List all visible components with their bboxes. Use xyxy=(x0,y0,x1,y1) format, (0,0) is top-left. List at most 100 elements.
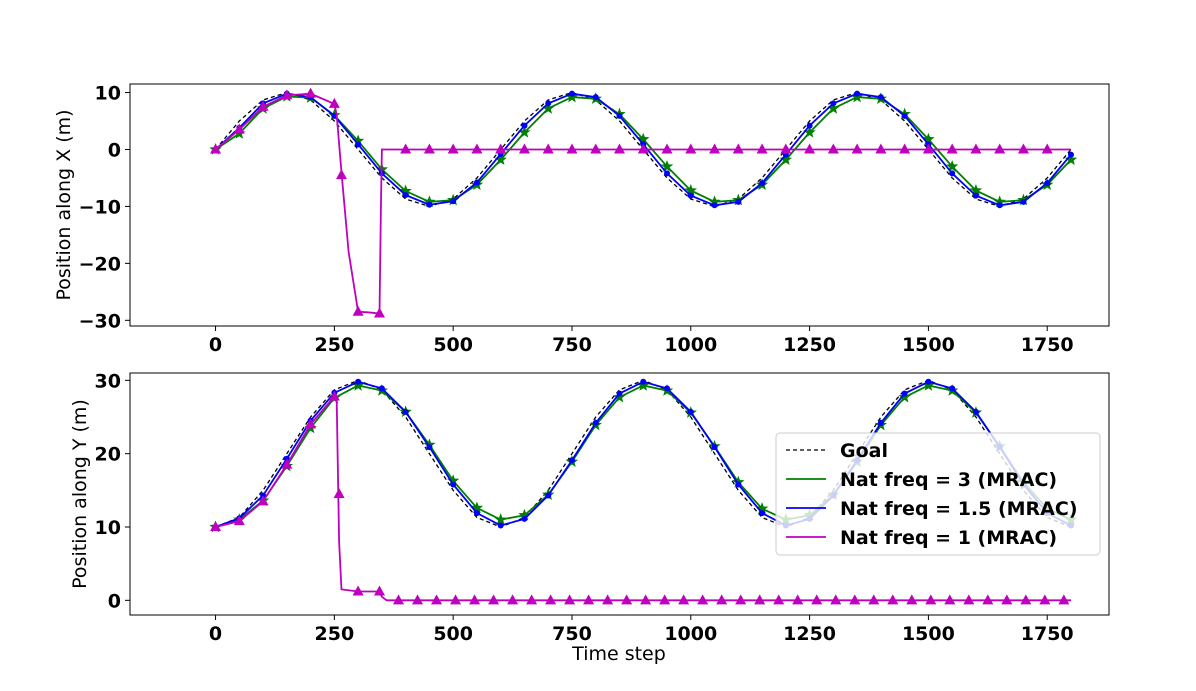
data-point xyxy=(659,594,671,605)
data-point xyxy=(792,594,804,605)
plot-frame xyxy=(129,83,1110,327)
x-tick-label: 0 xyxy=(209,334,222,356)
data-point xyxy=(614,143,625,154)
data-point xyxy=(233,515,245,526)
data-point xyxy=(542,143,554,154)
data-point xyxy=(1067,151,1074,158)
data-point xyxy=(450,198,457,205)
data-point xyxy=(803,125,816,138)
data-point xyxy=(804,143,816,154)
data-point xyxy=(602,594,614,605)
data-point xyxy=(994,143,1006,154)
data-point xyxy=(412,594,424,605)
data-point xyxy=(450,481,457,488)
data-point xyxy=(993,195,1006,208)
y-tick-label: 0 xyxy=(108,590,121,612)
data-point xyxy=(1017,143,1029,154)
data-point xyxy=(661,143,673,154)
data-point xyxy=(374,585,386,596)
data-point xyxy=(637,132,650,145)
data-point xyxy=(233,123,245,134)
data-point xyxy=(972,192,979,199)
data-point xyxy=(868,594,880,605)
data-point xyxy=(564,594,576,605)
legend-entry-label: Goal xyxy=(840,440,888,462)
data-point xyxy=(711,444,718,451)
data-point xyxy=(1044,180,1051,187)
data-point xyxy=(518,143,530,154)
x-tick-label: 1500 xyxy=(902,334,955,356)
data-point xyxy=(685,143,697,154)
data-point xyxy=(901,390,908,397)
x-tick-label: 250 xyxy=(315,334,355,356)
data-point xyxy=(521,515,528,522)
y-tick-label: −20 xyxy=(79,253,121,275)
data-point xyxy=(697,594,709,605)
data-point xyxy=(355,141,362,148)
data-point xyxy=(426,444,433,451)
data-point xyxy=(982,594,994,605)
data-point xyxy=(875,143,887,154)
data-point xyxy=(374,307,386,318)
data-point xyxy=(447,143,459,154)
y-tick-label: 20 xyxy=(95,444,121,466)
data-point xyxy=(755,502,769,514)
data-point xyxy=(664,385,671,392)
y-tick-label: −30 xyxy=(79,310,121,332)
data-point xyxy=(945,160,959,172)
data-point xyxy=(592,419,599,426)
data-point xyxy=(352,585,364,596)
data-point xyxy=(545,492,552,499)
legend-entry-label: Nat freq = 1 (MRAC) xyxy=(840,527,1057,549)
data-point xyxy=(507,594,519,605)
data-point xyxy=(1039,594,1051,605)
data-point xyxy=(257,100,269,111)
y-tick-label: 30 xyxy=(95,370,121,392)
data-point xyxy=(583,594,595,605)
data-point xyxy=(640,594,652,605)
x-tick-label: 1250 xyxy=(783,334,836,356)
y-tick-label: 10 xyxy=(95,517,121,539)
data-point xyxy=(637,143,649,154)
data-point xyxy=(678,594,690,605)
x-tick-label: 750 xyxy=(552,334,592,356)
data-point xyxy=(590,143,602,154)
data-point xyxy=(378,385,385,392)
x-tick-label: 750 xyxy=(552,623,592,645)
data-point xyxy=(257,495,269,506)
legend-entry-label: Nat freq = 1.5 (MRAC) xyxy=(840,498,1078,520)
data-point xyxy=(328,390,340,401)
legend-entry-label: Nat freq = 3 (MRAC) xyxy=(840,469,1057,491)
data-point xyxy=(756,143,768,154)
data-point xyxy=(423,143,435,154)
x-tick-label: 1500 xyxy=(902,623,955,645)
data-point xyxy=(426,201,433,208)
data-point xyxy=(854,90,861,97)
data-point xyxy=(495,143,507,154)
data-point xyxy=(328,97,340,108)
legend-box xyxy=(775,432,1101,556)
data-point xyxy=(431,594,443,605)
data-point xyxy=(827,143,839,154)
data-point xyxy=(335,169,347,180)
data-point xyxy=(568,457,575,464)
data-point xyxy=(664,170,671,177)
data-point xyxy=(906,594,918,605)
y-tick-label: 0 xyxy=(108,139,121,161)
data-point xyxy=(352,305,364,316)
data-point xyxy=(735,198,742,205)
data-point xyxy=(1020,594,1032,605)
data-point xyxy=(684,183,697,196)
data-point xyxy=(545,594,557,605)
data-point xyxy=(996,202,1003,209)
data-point xyxy=(887,594,899,605)
data-point xyxy=(944,594,956,605)
data-point xyxy=(849,594,861,605)
data-point xyxy=(494,513,507,525)
data-point xyxy=(305,87,317,98)
x-tick-label: 250 xyxy=(315,623,355,645)
y-tick-label: −10 xyxy=(79,196,121,218)
data-point xyxy=(473,179,480,186)
data-point xyxy=(830,100,837,107)
data-point xyxy=(901,112,908,119)
